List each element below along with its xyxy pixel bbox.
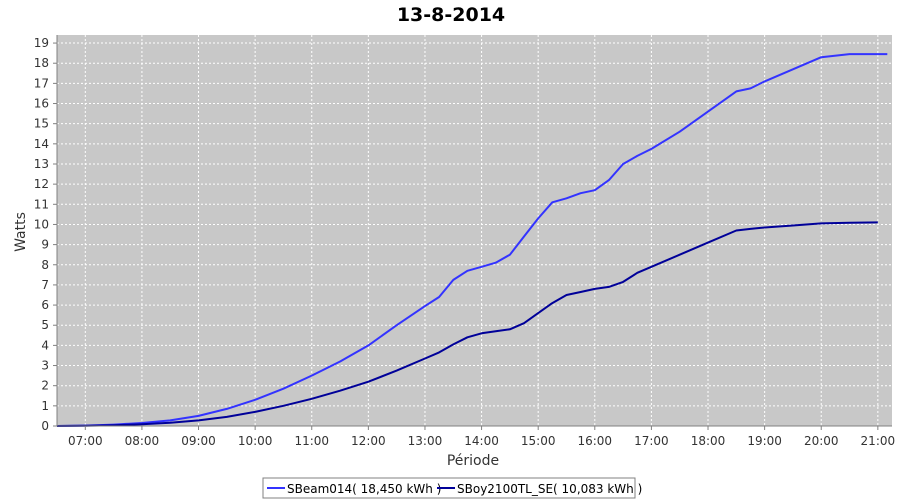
y-tick-label: 0 [41,419,49,433]
x-tick-label: 12:00 [351,434,386,448]
x-tick-label: 17:00 [634,434,669,448]
y-tick-label: 10 [34,217,49,231]
x-tick-label: 15:00 [521,434,556,448]
y-tick-label: 11 [34,197,49,211]
x-tick-label: 09:00 [181,434,216,448]
y-axis-title: Watts [13,212,29,252]
x-tick-label: 16:00 [577,434,612,448]
y-tick-label: 9 [41,238,49,252]
y-tick-label: 3 [41,359,49,373]
y-tick-label: 12 [34,177,49,191]
series-line-1 [56,221,878,427]
x-axis-ticks: 07:00 08:00 09:00 10:00 11:00 12:00 13:00 14:00… [68,426,895,448]
x-tick-label: 21:00 [861,434,896,448]
legend: SBeam014( 18,450 kWh ) SBoy2100TL_SE( 10… [262,477,642,499]
grid-lines [57,35,892,426]
x-tick-label: 10:00 [238,434,273,448]
y-tick-label: 14 [34,137,49,151]
x-tick-label: 19:00 [747,434,782,448]
y-tick-label: 2 [41,379,49,393]
y-tick-label: 15 [34,117,49,131]
y-tick-label: 6 [41,298,49,312]
y-tick-label: 18 [34,56,49,70]
series-line-0 [56,53,888,427]
x-tick-label: 13:00 [408,434,443,448]
x-tick-label: 14:00 [464,434,499,448]
x-tick-label: 07:00 [68,434,103,448]
y-tick-label: 16 [34,97,49,111]
x-axis-title: Période [447,453,499,469]
y-tick-label: 1 [41,399,49,413]
x-tick-label: 20:00 [804,434,839,448]
series-lines [56,53,888,427]
y-tick-label: 17 [34,76,49,90]
chart-title: 13-8-2014 [397,4,505,26]
x-tick-label: 18:00 [691,434,726,448]
y-tick-label: 4 [41,338,49,352]
plot-area [57,35,892,426]
y-tick-label: 5 [41,318,49,332]
x-tick-label: 11:00 [294,434,329,448]
x-tick-label: 08:00 [125,434,160,448]
y-tick-label: 19 [34,36,49,50]
legend-label-sboy2100tl-se: SBoy2100TL_SE( 10,083 kWh ) [457,482,642,496]
legend-label-sbeam014: SBeam014( 18,450 kWh ) [287,482,441,496]
y-tick-label: 7 [41,278,49,292]
y-tick-label: 8 [41,258,49,272]
y-tick-label: 13 [34,157,49,171]
